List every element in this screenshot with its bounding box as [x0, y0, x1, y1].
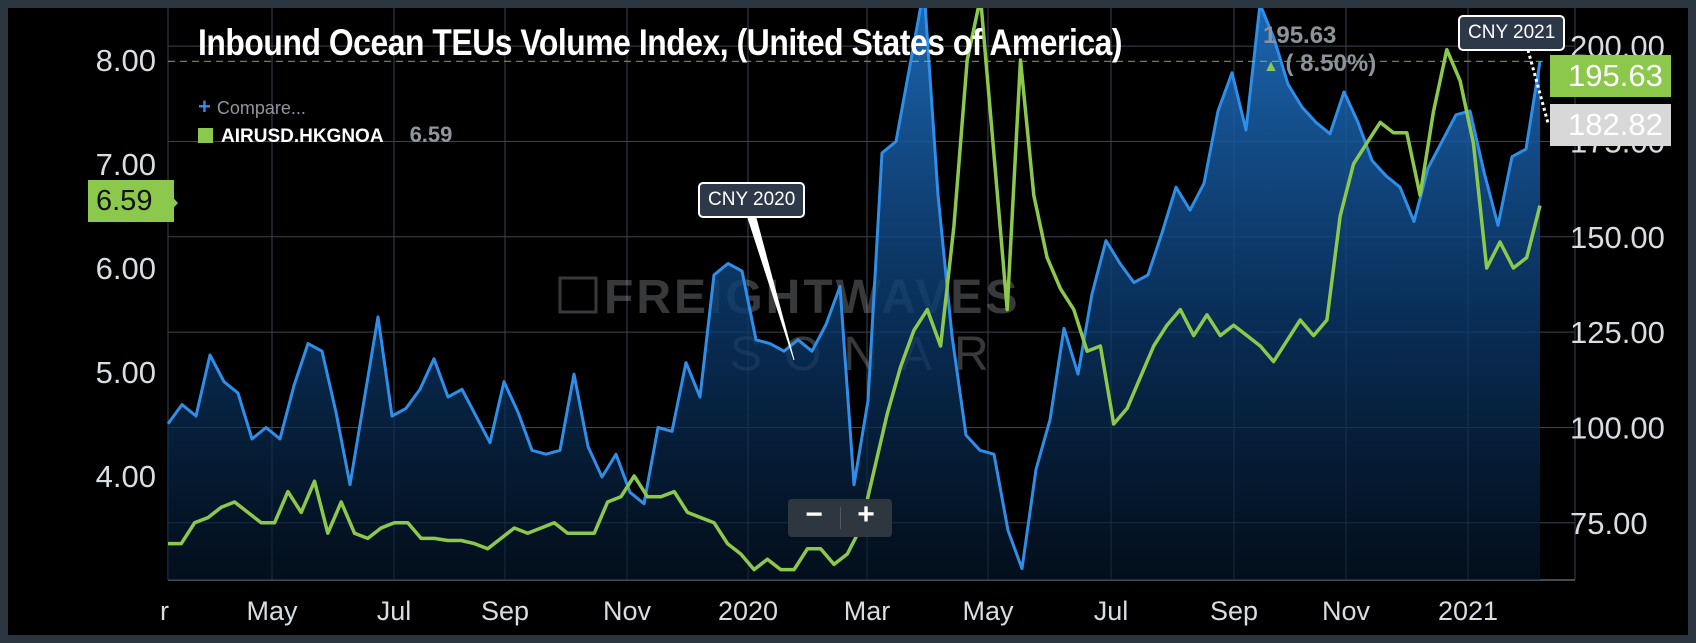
green-swatch-icon — [198, 128, 213, 143]
compare-label: Compare... — [216, 98, 306, 118]
compare-value-tag: 182.82 — [1550, 104, 1671, 146]
x-axis-tick-label: 2020 — [718, 596, 778, 626]
x-axis-tick-label: Jul — [1094, 596, 1129, 626]
airusd-hkgnoa-line — [168, 8, 1542, 572]
zoom-in-button[interactable]: + — [857, 498, 875, 531]
right-axis-tick-label: 150.00 — [1570, 220, 1665, 255]
legend-series-label: AIRUSD.HKGNOA — [221, 126, 384, 147]
x-axis-tick-label: 2021 — [1438, 596, 1498, 626]
x-axis-tick-label: Jul — [377, 596, 412, 626]
cny2021-pointer — [1526, 49, 1550, 124]
right-value-tag: 195.63 — [1550, 55, 1671, 97]
right-axis-tick-label: 100.00 — [1570, 410, 1665, 445]
zoom-divider — [840, 507, 841, 529]
right-axis-tick-label: 75.00 — [1570, 506, 1648, 541]
legend-item-airusd[interactable]: AIRUSD.HKGNOA 6.59 — [198, 122, 452, 148]
cny2020-callout: CNY 2020 — [698, 182, 806, 218]
left-axis-tick-label: 7.00 — [96, 147, 156, 182]
left-value-tag: 6.59 — [88, 180, 175, 222]
teu-index-area — [168, 8, 1540, 580]
x-axis-tick-labels: r May Jul Sep Nov 2020 Mar May Jul Sep Nov 2021 — [160, 596, 1498, 626]
x-axis-tick-label: Nov — [1322, 596, 1371, 626]
change-value: 195.63 — [1263, 22, 1337, 49]
x-axis-tick-label: Mar — [844, 596, 891, 626]
watermark-line1: FREIGHTWAVES — [604, 271, 1020, 324]
change-percent: ( 8.50%) — [1285, 50, 1377, 77]
x-axis-tick-label: May — [962, 596, 1014, 626]
cny2021-callout: CNY 2021 — [1458, 15, 1566, 51]
line-chart: FREIGHTWAVES SONAR 8.007.006.005.004.00 … — [96, 8, 1665, 626]
x-axis-tick-label: Sep — [481, 596, 529, 626]
change-readout: 195.63 ▲ ( 8.50%) — [1263, 22, 1376, 81]
left-axis-tick-labels: 8.00 7.00 6.00 5.00 4.00 — [96, 43, 156, 494]
teu-index-line — [166, 8, 1542, 571]
chart-title: Inbound Ocean TEUs Volume Index, (United… — [198, 22, 1123, 63]
right-axis-tick-label: 125.00 — [1570, 315, 1665, 350]
x-axis-tick-label: r — [160, 596, 169, 626]
compare-button[interactable]: + Compare... — [198, 94, 306, 120]
x-axis-tick-label: Sep — [1210, 596, 1258, 626]
x-axis-tick-label: May — [246, 596, 298, 626]
plus-icon: + — [198, 94, 211, 119]
left-axis-tick-label: 6.00 — [96, 251, 156, 286]
cny2020-pointer — [747, 217, 795, 361]
zoom-controls: − + — [788, 498, 892, 537]
left-axis-tick-label: 4.00 — [96, 459, 156, 494]
left-axis-tick-label: 8.00 — [96, 43, 156, 78]
left-axis-tick-label: 5.00 — [96, 355, 156, 390]
legend-series-value: 6.59 — [409, 122, 453, 147]
up-arrow-icon: ▲ — [1263, 58, 1279, 75]
zoom-out-button[interactable]: − — [805, 498, 823, 531]
x-axis-tick-label: Nov — [603, 596, 652, 626]
